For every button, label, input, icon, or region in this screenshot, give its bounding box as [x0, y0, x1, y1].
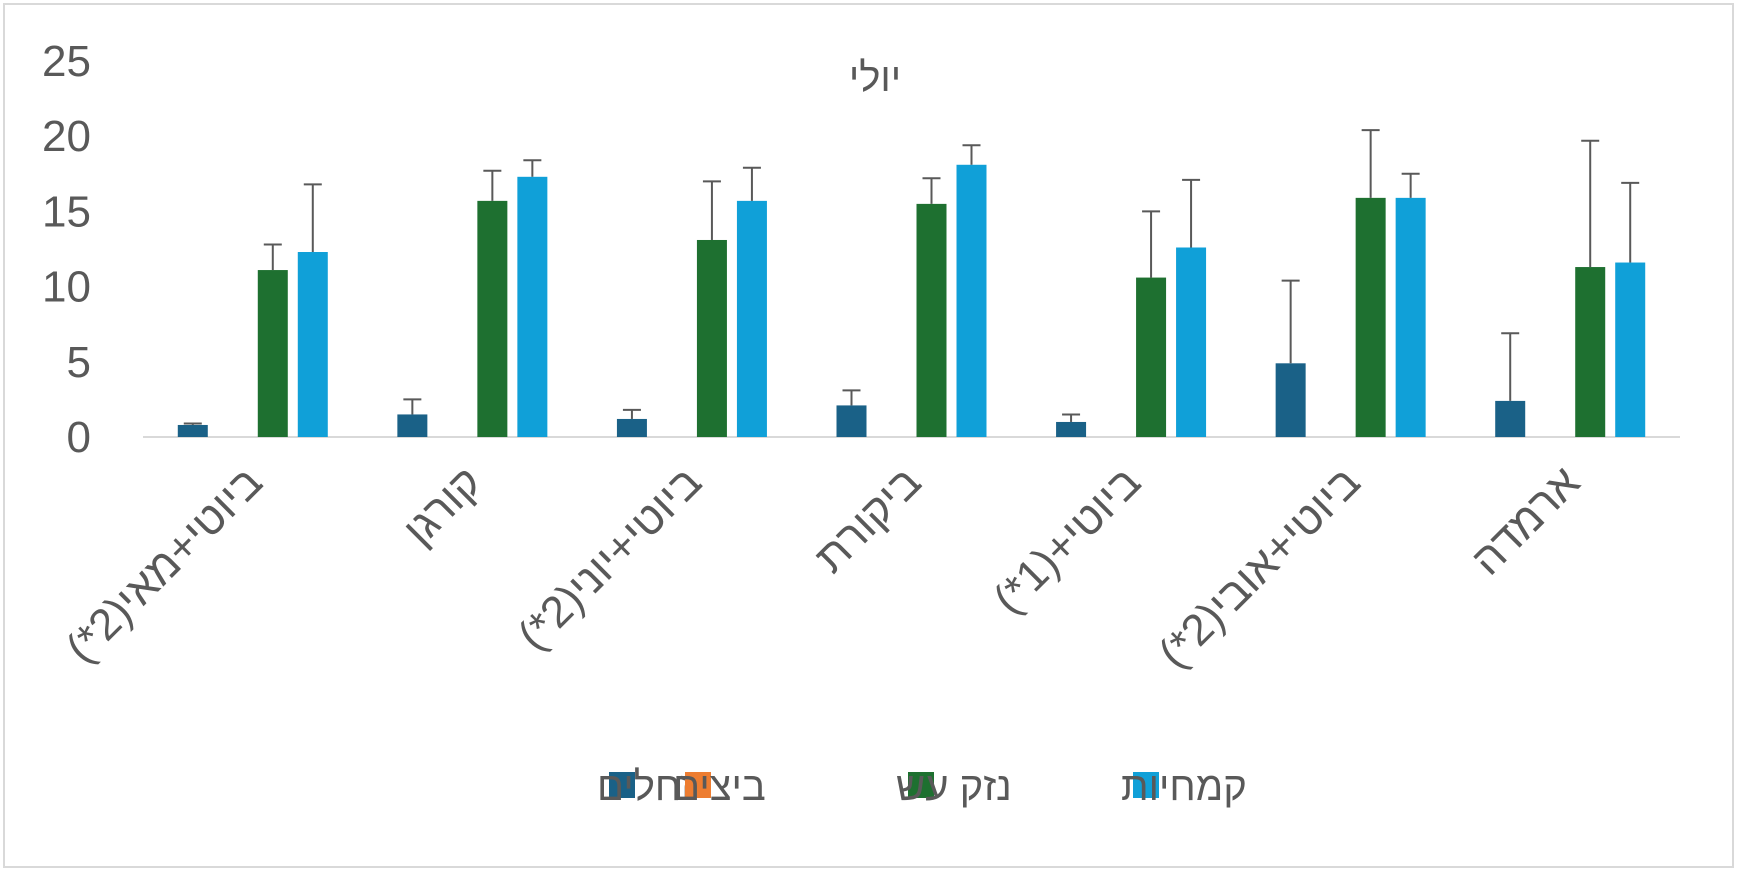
legend-label: קמחיות — [1121, 765, 1247, 809]
bar — [257, 270, 288, 437]
chart-container: יולי 0 5 10 15 20 25 ביוטי+מאי(2*) קורגן ביוטי+… — [3, 3, 1734, 868]
bar — [1395, 197, 1426, 437]
x-tick-label: ארמדה — [1462, 457, 1590, 585]
bar — [297, 252, 328, 437]
x-tick-label: קורגן — [394, 457, 491, 554]
bar — [397, 414, 428, 437]
bar — [1056, 421, 1087, 437]
legend-swatch — [1133, 772, 1159, 798]
bar — [1355, 197, 1386, 437]
legend-label: נזק עש — [896, 765, 1012, 809]
bar — [177, 424, 208, 437]
legend-label: ביצים — [673, 765, 766, 809]
legend-swatch — [908, 772, 934, 798]
bar — [956, 164, 987, 437]
y-tick-label: 20 — [42, 112, 91, 161]
x-tick-label: ביוטי+יוני(2*) — [509, 457, 711, 659]
y-tick-label: 5 — [67, 338, 91, 387]
bar — [1495, 400, 1526, 437]
y-tick-label: 0 — [67, 413, 91, 462]
bar — [517, 176, 548, 438]
bar — [736, 200, 767, 437]
x-tick-label: ביוטי+(1*) — [984, 457, 1150, 623]
legend-label: זחלים — [597, 765, 693, 809]
bar — [1176, 247, 1207, 437]
x-tick-label: ביוטי+אובי(2*) — [1149, 457, 1369, 677]
x-tick-label: ביוטי+מאי(2*) — [57, 457, 272, 672]
legend-swatch — [685, 772, 711, 798]
plot-area — [177, 129, 1646, 438]
x-tick-label: ביקורת — [806, 457, 931, 582]
bar — [1575, 267, 1606, 437]
y-tick-label: 15 — [42, 187, 91, 236]
bar — [1615, 262, 1646, 437]
bar — [696, 239, 727, 437]
bar — [836, 405, 867, 437]
legend-swatch — [609, 772, 635, 798]
y-tick-label: 10 — [42, 263, 91, 312]
bar — [477, 200, 508, 437]
y-tick-label: 25 — [42, 37, 91, 86]
bar — [1275, 363, 1306, 437]
bar — [1136, 277, 1167, 437]
bar — [616, 418, 647, 437]
chart-title: יולי — [849, 56, 901, 100]
bar — [916, 203, 947, 437]
